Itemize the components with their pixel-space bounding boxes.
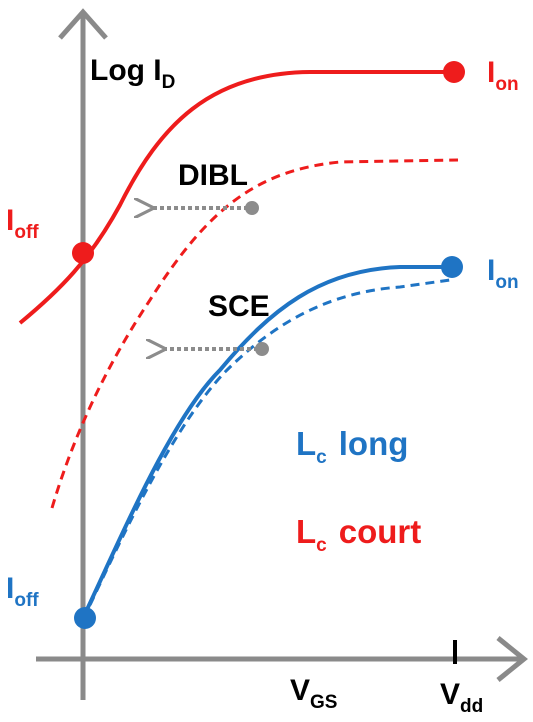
ioff-blue-point — [74, 607, 96, 629]
blue-dashed-curve — [88, 278, 451, 606]
dibl-label: DIBL — [178, 159, 248, 192]
axes — [36, 8, 528, 700]
dibl-point — [245, 201, 259, 215]
red-solid-curve — [18, 70, 455, 325]
x-axis-arrowhead — [496, 636, 528, 682]
legend-court: Lc court — [296, 513, 421, 556]
ion-red-point — [443, 61, 465, 83]
y-axis-label: Log ID — [90, 54, 175, 93]
ioff-red-point — [72, 242, 94, 264]
y-axis-arrowhead — [58, 8, 108, 40]
ion-blue-point — [441, 256, 463, 278]
vdd-label: Vdd — [440, 678, 483, 717]
legend-long: Lc long — [296, 425, 408, 468]
ioff-red-label: Ioff — [6, 204, 39, 243]
sce-point — [255, 342, 269, 356]
ion-blue-label: Ion — [487, 254, 519, 293]
red-dashed-curve — [50, 158, 459, 509]
ion-red-label: Ion — [487, 56, 519, 95]
blue-solid-curve — [81, 265, 450, 619]
ioff-blue-label: Ioff — [6, 572, 39, 611]
x-axis-label: VGS — [290, 674, 337, 713]
sce-label: SCE — [208, 290, 270, 323]
